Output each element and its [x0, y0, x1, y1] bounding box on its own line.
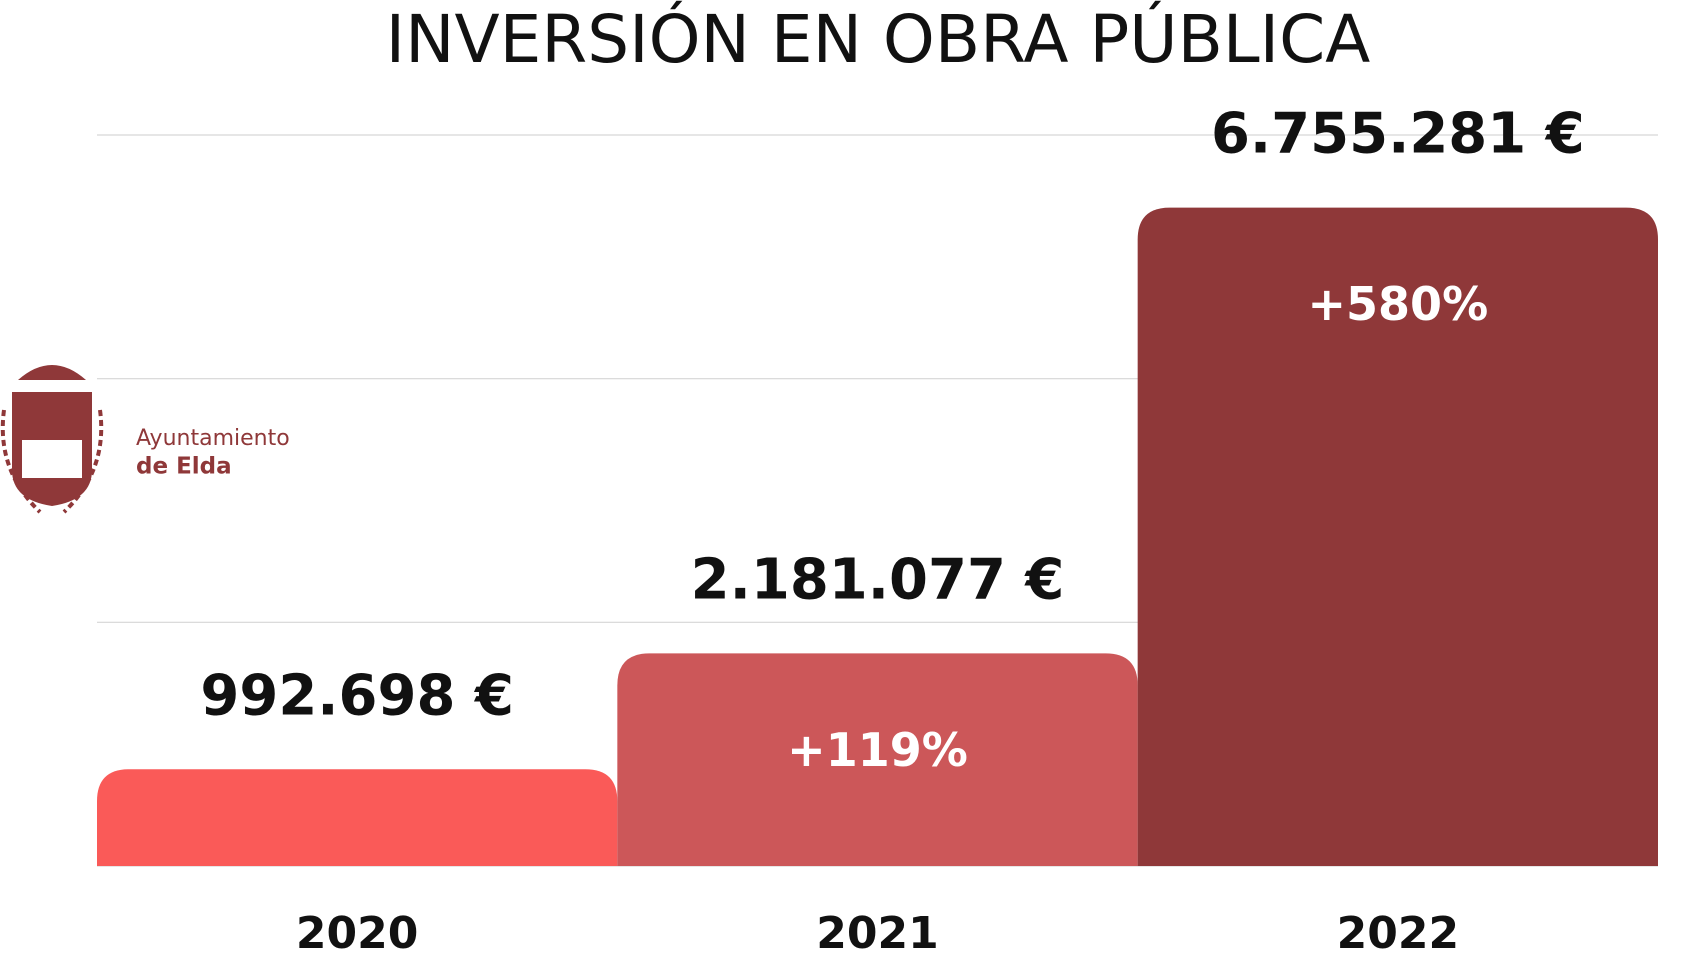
logo-text: de Elda [136, 454, 232, 480]
value-label: 6.755.281 € [1211, 102, 1585, 167]
x-tick-label: 2021 [816, 908, 938, 954]
x-tick-label: 2020 [296, 908, 418, 954]
logo-castle [22, 440, 82, 478]
bar [97, 769, 618, 866]
growth-label: +119% [787, 723, 968, 777]
logo: Ayuntamiento de Elda [0, 365, 290, 514]
bar [1137, 207, 1658, 867]
logo-crown [18, 365, 86, 380]
growth-label: +580% [1308, 277, 1489, 331]
logo-laurel [0, 409, 104, 514]
value-label: 2.181.077 € [691, 548, 1065, 613]
x-tick-label: 2022 [1337, 908, 1459, 954]
value-label: 992.698 € [200, 663, 514, 728]
bar [617, 653, 1138, 866]
chart-title: INVERSIÓN EN OBRA PÚBLICA [386, 1, 1371, 78]
logo-text: Ayuntamiento [136, 426, 290, 451]
